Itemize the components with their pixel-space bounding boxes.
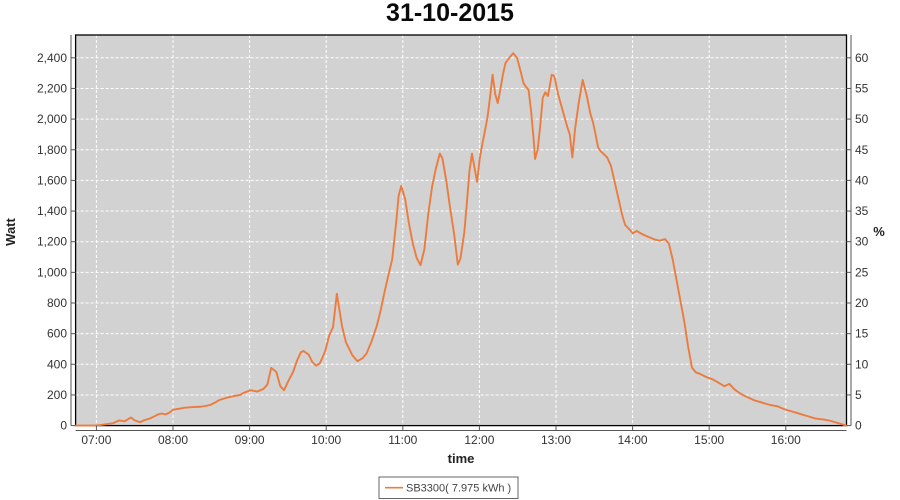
svg-text:1,600: 1,600 [37, 173, 67, 187]
svg-text:16:00: 16:00 [771, 433, 801, 447]
svg-text:30: 30 [855, 235, 869, 249]
svg-text:09:00: 09:00 [235, 433, 265, 447]
svg-text:2,200: 2,200 [37, 81, 67, 95]
svg-text:SB3300( 7.975 kWh ): SB3300( 7.975 kWh ) [406, 483, 511, 495]
svg-text:25: 25 [855, 265, 869, 279]
svg-text:20: 20 [855, 296, 869, 310]
svg-text:07:00: 07:00 [81, 433, 111, 447]
svg-text:45: 45 [855, 143, 869, 157]
svg-text:2,000: 2,000 [37, 112, 67, 126]
svg-text:10: 10 [855, 357, 869, 371]
svg-text:40: 40 [855, 173, 869, 187]
svg-text:%: % [873, 224, 885, 239]
svg-text:0: 0 [60, 419, 67, 433]
svg-text:0: 0 [855, 419, 862, 433]
svg-text:15: 15 [855, 327, 869, 341]
svg-text:600: 600 [47, 327, 67, 341]
svg-text:55: 55 [855, 81, 869, 95]
svg-text:1,200: 1,200 [37, 235, 67, 249]
svg-text:time: time [448, 451, 475, 466]
svg-text:60: 60 [855, 51, 869, 65]
svg-text:35: 35 [855, 204, 869, 218]
svg-text:2,400: 2,400 [37, 51, 67, 65]
svg-text:200: 200 [47, 388, 67, 402]
svg-text:14:00: 14:00 [618, 433, 648, 447]
svg-text:1,000: 1,000 [37, 265, 67, 279]
svg-text:800: 800 [47, 296, 67, 310]
svg-text:13:00: 13:00 [541, 433, 571, 447]
svg-text:1,800: 1,800 [37, 143, 67, 157]
svg-text:1,400: 1,400 [37, 204, 67, 218]
svg-text:400: 400 [47, 357, 67, 371]
svg-text:12:00: 12:00 [464, 433, 494, 447]
svg-text:Watt: Watt [3, 217, 18, 245]
svg-text:11:00: 11:00 [388, 433, 417, 447]
svg-text:50: 50 [855, 112, 869, 126]
svg-text:10:00: 10:00 [311, 433, 341, 447]
svg-text:5: 5 [855, 388, 862, 402]
svg-text:08:00: 08:00 [158, 433, 188, 447]
svg-text:15:00: 15:00 [694, 433, 724, 447]
